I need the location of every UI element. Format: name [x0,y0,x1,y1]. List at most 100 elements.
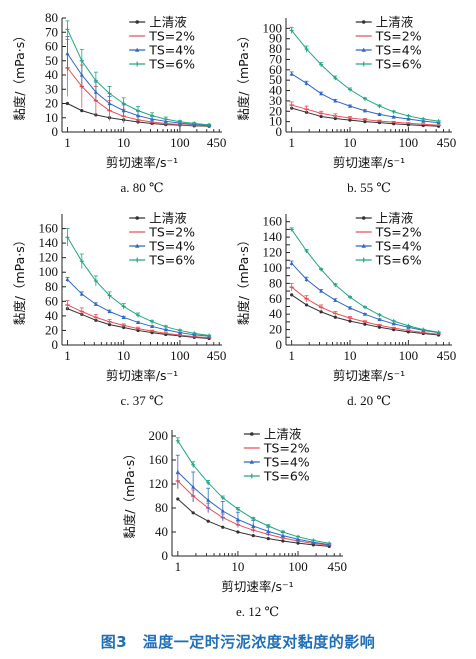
data-point [121,108,126,113]
x-tick-label: 100 [399,135,419,150]
x-tick-label: 1 [288,135,295,150]
y-tick-label: 120 [39,250,59,265]
legend-label: 上清液 [376,211,414,226]
data-point [221,525,225,529]
y-tick-label: 80 [155,500,168,515]
data-point [392,122,396,126]
y-tick-label: 100 [39,264,59,279]
data-point [122,325,126,330]
y-tick-label: 80 [269,275,282,290]
series-0 [176,497,331,549]
data-point [392,327,396,332]
y-axis-label: 黏度/（mPa·s） [236,29,251,121]
panel-caption: e. 12 ℃ [236,604,279,619]
y-tick-label: 20 [45,322,58,337]
data-point [107,323,112,327]
y-tick-label: 100 [263,20,283,35]
data-point [136,328,140,333]
y-tick-label: 20 [45,96,58,111]
y-tick-label: 160 [39,221,59,236]
y-tick-label: 20 [269,103,282,118]
y-tick-label: 80 [45,279,58,294]
y-axis-label: 黏度/（mPa·s） [12,234,27,326]
data-point [150,116,155,121]
legend-marker [249,459,255,464]
series-2 [65,276,212,338]
series-3 [175,437,332,546]
data-point [348,319,352,323]
data-point [107,309,112,314]
series-2 [289,71,441,125]
x-axis-label: 剪切速率/s⁻¹ [106,368,178,383]
x-tick-label: 1 [64,348,71,363]
data-point [333,315,337,319]
data-point [333,298,338,302]
data-point [377,325,382,329]
data-point [377,317,382,322]
y-tick-label: 60 [45,293,58,308]
y-tick-label: 0 [276,337,283,352]
data-point [304,303,309,307]
data-point [406,116,411,121]
data-point [391,321,396,326]
data-point [80,109,84,113]
data-point [296,541,300,545]
panel-caption: d. 20 ℃ [347,393,391,408]
data-point [65,101,70,106]
data-point [251,534,255,538]
panel-caption: a. 80 ℃ [120,180,163,195]
x-tick-label: 10 [344,348,357,363]
series-0 [290,293,441,337]
legend-marker [135,20,139,24]
y-tick-label: 10 [45,110,58,125]
legend-marker [361,47,366,52]
legend-marker [135,243,140,248]
x-tick-label: 10 [344,135,357,150]
y-tick-label: 140 [263,229,283,244]
data-point [391,114,396,119]
data-point [176,497,180,501]
data-point [304,81,309,85]
y-tick-label: 70 [45,24,58,39]
data-point [251,523,256,528]
legend-label: TS=4% [375,43,422,58]
legend-marker [135,47,140,52]
legend-label: TS=4% [148,239,195,254]
data-point [362,311,367,316]
data-point [79,72,84,77]
legend-label: TS=6% [148,253,195,268]
panel-caption: b. 55 ℃ [347,180,391,195]
data-point [150,324,155,329]
legend-label: 上清液 [264,427,302,442]
data-point [220,508,225,513]
data-point [290,293,294,297]
figure-caption: 图3 温度一定时污泥浓度对黏度的影响 [100,633,376,651]
data-point [406,330,410,334]
data-point [266,529,271,533]
y-tick-label: 140 [39,235,59,250]
y-tick-label: 80 [45,10,58,25]
y-tick-label: 60 [269,62,282,77]
series-1 [65,300,212,339]
legend-label: TS=2% [148,225,195,240]
x-tick-label: 450 [207,348,227,363]
series-3 [289,227,441,335]
legend-label: TS=6% [263,469,310,484]
y-tick-label: 60 [45,39,58,54]
data-point [377,112,382,116]
x-tick-label: 100 [399,348,419,363]
x-tick-label: 450 [207,135,227,150]
data-point [206,519,210,523]
y-tick-label: 160 [263,214,283,229]
data-point [206,498,211,502]
legend-marker [135,216,139,220]
legend-marker [361,20,366,24]
y-tick-label: 120 [263,245,283,260]
legend-label: TS=2% [148,29,195,44]
legend-marker [361,216,366,220]
